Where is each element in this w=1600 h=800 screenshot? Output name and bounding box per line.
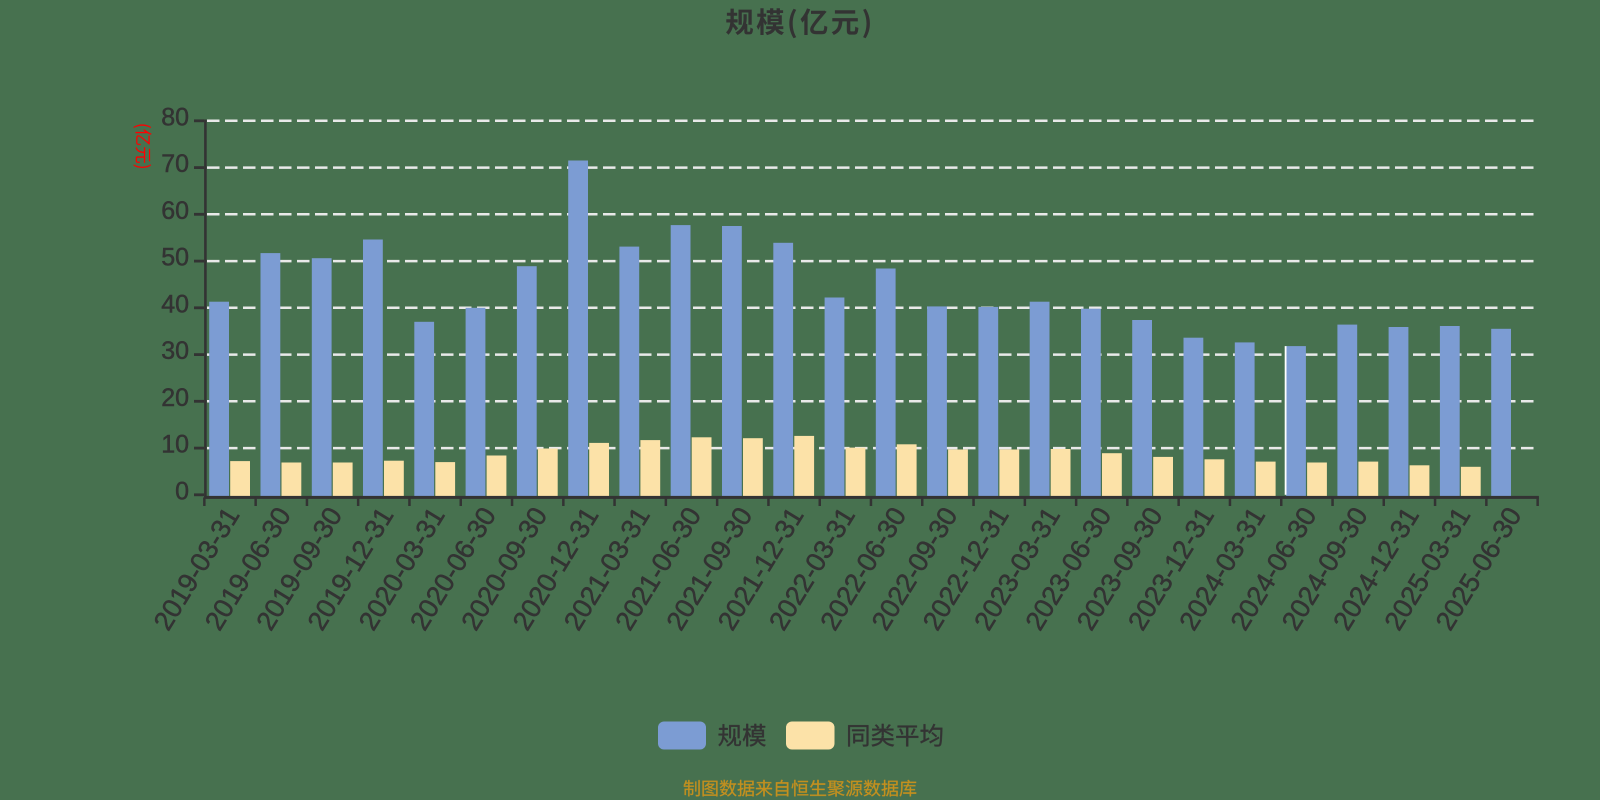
svg-text:10: 10 xyxy=(161,431,189,459)
svg-text:60: 60 xyxy=(161,197,189,225)
svg-text:40: 40 xyxy=(161,290,189,318)
svg-text:70: 70 xyxy=(161,150,189,178)
svg-text:20: 20 xyxy=(161,384,189,412)
svg-text:80: 80 xyxy=(161,103,189,131)
svg-text:50: 50 xyxy=(161,244,189,272)
svg-text:30: 30 xyxy=(161,337,189,365)
svg-text:0: 0 xyxy=(175,477,189,505)
